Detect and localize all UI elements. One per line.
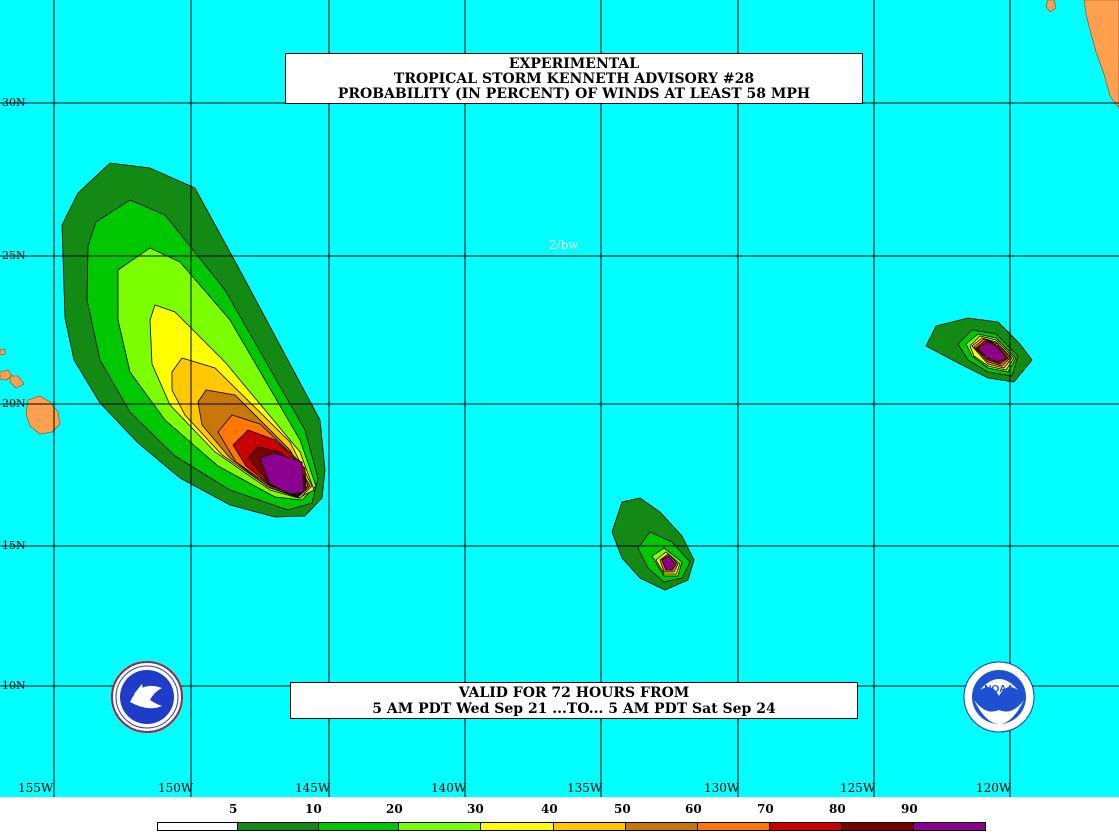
svg-text:NOAA: NOAA: [984, 684, 1013, 695]
lat-label-10n: 10N: [2, 679, 26, 692]
legend-label-80: 80: [829, 802, 846, 816]
lon-label-135w: 135W: [567, 781, 603, 795]
lon-label-155w: 155W: [18, 781, 54, 795]
legend-label-60: 60: [685, 802, 702, 816]
nws-logo-icon: [111, 661, 183, 733]
title-line-3: PROBABILITY (IN PERCENT) OF WINDS AT LEA…: [337, 86, 811, 102]
lat-label-25n: 25N: [2, 249, 26, 262]
lon-label-120w: 120W: [976, 781, 1012, 795]
legend-swatch-9: [841, 822, 914, 831]
valid-line-1: VALID FOR 72 HOURS FROM: [458, 685, 690, 701]
title-line-1: EXPERIMENTAL: [508, 56, 640, 72]
lon-label-150w: 150W: [158, 781, 194, 795]
legend-label-10: 10: [305, 802, 322, 816]
probability-map: 30N 25N 20N 15N 10N 155W 150W 145W 140W …: [0, 0, 1119, 797]
legend-swatch-3: [398, 822, 481, 831]
central-swath: [611, 497, 695, 591]
legend-swatch-1: [237, 822, 319, 831]
legend-label-50: 50: [614, 802, 631, 816]
legend-swatch-5: [553, 822, 626, 831]
legend-label-70: 70: [757, 802, 774, 816]
legend-swatch-8: [769, 822, 842, 831]
east-swath: [925, 317, 1033, 383]
legend-label-30: 30: [467, 802, 484, 816]
legend-label-40: 40: [541, 802, 558, 816]
lon-label-130w: 130W: [704, 781, 740, 795]
image-stamp: 2/bw: [549, 238, 579, 252]
mexico-coast: [1045, 0, 1119, 109]
valid-line-2: 5 AM PDT Wed Sep 21 ...TO... 5 AM PDT Sa…: [372, 701, 776, 717]
probability-legend: 5 10 20 30 40 50 60 70 80 90: [0, 797, 1119, 839]
noaa-logo-icon: NOAA: [963, 661, 1035, 733]
legend-swatch-7: [697, 822, 770, 831]
legend-label-5: 5: [229, 802, 238, 816]
main-swath: [61, 162, 326, 518]
hawaii-islands: [0, 348, 61, 435]
lat-label-30n: 30N: [2, 96, 26, 109]
legend-label-90: 90: [901, 802, 918, 816]
legend-swatch-6: [625, 822, 698, 831]
lat-label-20n: 20N: [2, 397, 26, 410]
legend-swatch-10: [913, 822, 986, 831]
lon-label-145w: 145W: [295, 781, 331, 795]
valid-period-box: VALID FOR 72 HOURS FROM 5 AM PDT Wed Sep…: [290, 682, 858, 719]
lat-label-15n: 15N: [2, 539, 26, 552]
lon-label-125w: 125W: [840, 781, 876, 795]
lon-label-140w: 140W: [431, 781, 467, 795]
map-canvas: [0, 0, 1119, 797]
legend-swatch-2: [318, 822, 399, 831]
map-title-box: EXPERIMENTAL TROPICAL STORM KENNETH ADVI…: [285, 53, 863, 104]
graticule: [0, 0, 1119, 797]
legend-swatch-4: [480, 822, 554, 831]
title-line-2: TROPICAL STORM KENNETH ADVISORY #28: [393, 71, 755, 87]
legend-swatch-0: [157, 822, 238, 831]
legend-label-20: 20: [386, 802, 403, 816]
